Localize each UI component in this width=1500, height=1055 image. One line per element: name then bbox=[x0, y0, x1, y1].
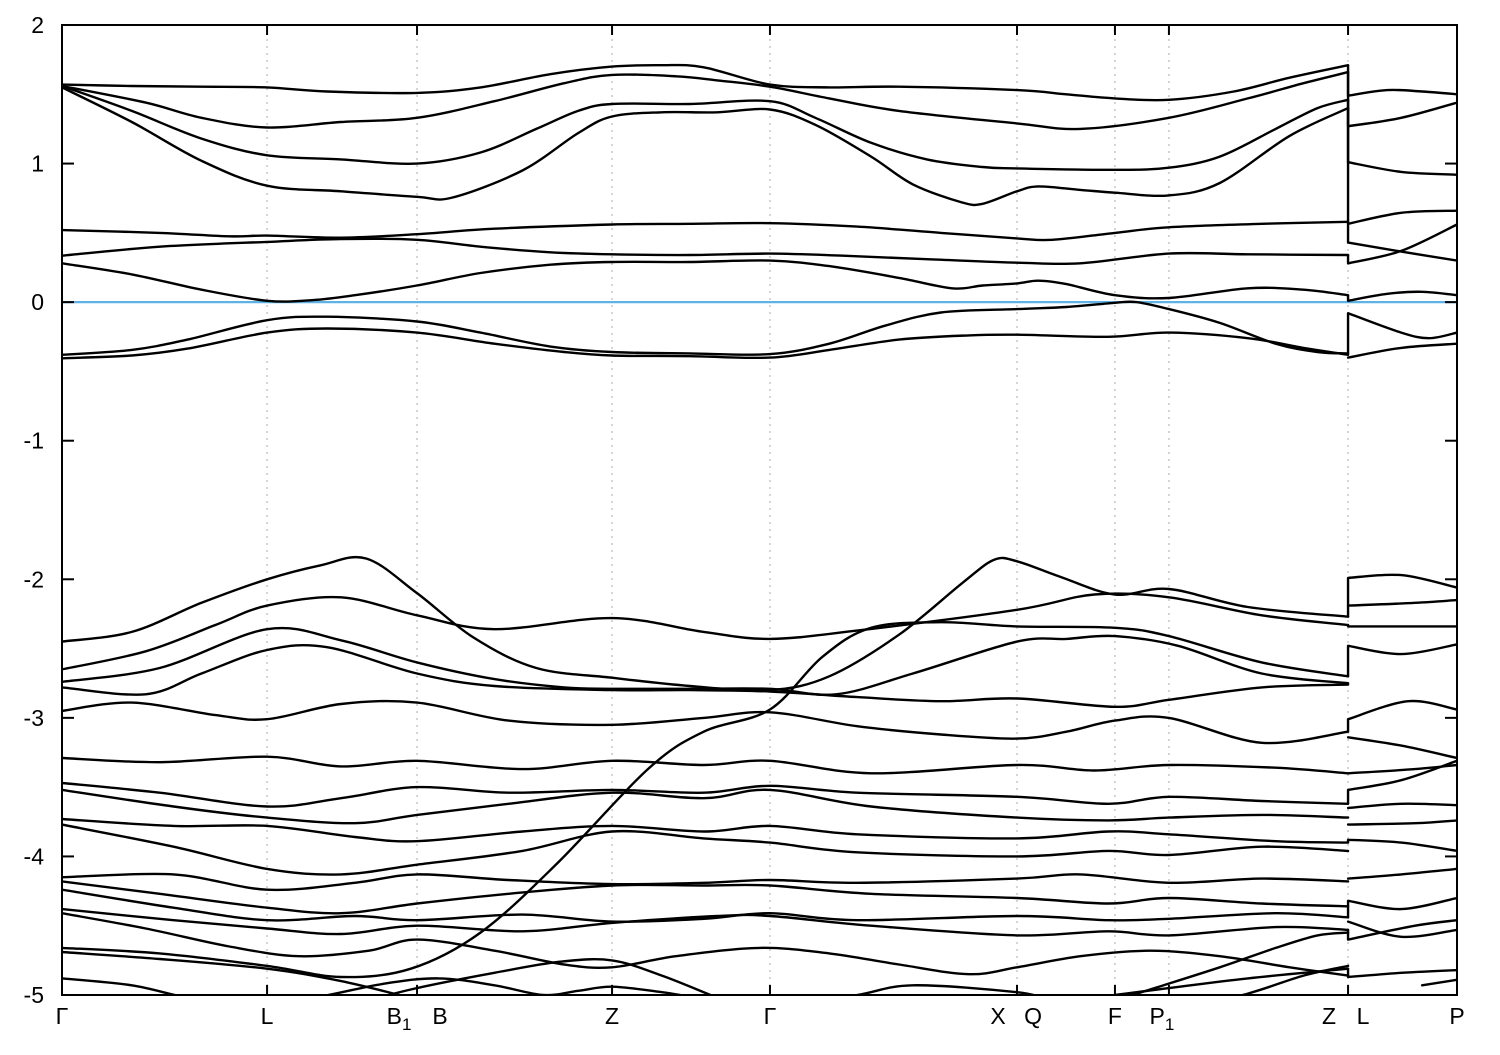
kpoint-label: Γ bbox=[764, 1003, 777, 1029]
band-curve bbox=[62, 63, 1350, 102]
y-axis-tick-label: -5 bbox=[24, 982, 44, 1008]
band-curve bbox=[62, 817, 1350, 844]
band-curve bbox=[62, 84, 1350, 172]
band-curve bbox=[1346, 763, 1457, 775]
band-curve bbox=[62, 592, 1350, 671]
kpoint-label: Q bbox=[1024, 1003, 1042, 1029]
band-curve bbox=[1346, 802, 1457, 810]
band-curve bbox=[1346, 312, 1457, 340]
y-axis-tick-label: 2 bbox=[31, 12, 44, 38]
band-curve bbox=[62, 220, 1350, 242]
kpoint-label: F bbox=[1108, 1003, 1122, 1029]
kpoint-label: L bbox=[261, 1003, 274, 1029]
band-curves-group bbox=[62, 63, 1457, 995]
kpoint-label: Γ bbox=[56, 1003, 69, 1029]
band-curve bbox=[62, 912, 1350, 977]
band-curve bbox=[1346, 838, 1457, 853]
band-curve bbox=[1346, 920, 1457, 939]
band-curve bbox=[1128, 931, 1350, 995]
band-curve bbox=[1237, 964, 1350, 995]
kpoint-label: Z bbox=[1322, 1003, 1336, 1029]
band-curve bbox=[62, 626, 1350, 696]
band-curve bbox=[1346, 643, 1457, 656]
y-axis-tick-label: 0 bbox=[31, 289, 44, 315]
band-curve bbox=[62, 967, 1350, 995]
band-curve bbox=[1346, 896, 1457, 911]
band-curve bbox=[1346, 736, 1457, 760]
band-curve bbox=[1346, 819, 1457, 826]
band-curve bbox=[1346, 919, 1457, 941]
band-curve bbox=[62, 327, 1350, 360]
band-curve bbox=[1346, 342, 1457, 359]
band-curve bbox=[383, 958, 714, 995]
band-curve bbox=[62, 788, 1350, 825]
plot-frame bbox=[61, 24, 1458, 996]
band-curve bbox=[1346, 209, 1457, 225]
band-curve bbox=[1346, 867, 1457, 880]
kpoint-label: L bbox=[1357, 1003, 1370, 1029]
band-curve bbox=[62, 950, 405, 995]
y-axis-tick-label: -2 bbox=[24, 566, 44, 592]
band-curve bbox=[1346, 101, 1457, 128]
band-curve bbox=[1420, 978, 1457, 987]
band-curve bbox=[62, 888, 1350, 923]
band-curve bbox=[62, 86, 1350, 207]
band-curve bbox=[1346, 88, 1457, 97]
band-curve bbox=[62, 907, 1350, 937]
band-curve bbox=[1346, 699, 1457, 721]
band-curve bbox=[62, 781, 1350, 808]
kpoint-label: B1 bbox=[387, 1003, 412, 1034]
band-curve bbox=[62, 872, 1350, 892]
band-curve bbox=[1346, 573, 1457, 589]
band-curve bbox=[62, 620, 1350, 979]
band-curve bbox=[62, 237, 1350, 266]
band-curve bbox=[62, 70, 1350, 131]
band-curve bbox=[1346, 290, 1457, 302]
y-axis-tick-label: -1 bbox=[24, 428, 44, 454]
kpoint-label: X bbox=[990, 1003, 1005, 1029]
band-curve bbox=[62, 300, 1350, 356]
band-curve bbox=[62, 823, 1350, 876]
band-curve bbox=[62, 259, 1350, 303]
y-axis-tick-label: -4 bbox=[24, 843, 45, 869]
band-curve bbox=[62, 880, 1350, 915]
band-curve bbox=[62, 555, 1350, 692]
band-curve bbox=[62, 699, 1350, 745]
band-curve bbox=[1346, 968, 1457, 979]
kpoint-label: P1 bbox=[1150, 1003, 1175, 1034]
kpoint-label: B bbox=[432, 1003, 447, 1029]
y-axis-tick-label: 1 bbox=[31, 151, 44, 177]
band-curve bbox=[1346, 223, 1457, 265]
band-curve bbox=[62, 755, 1350, 775]
band-curve bbox=[1346, 759, 1457, 792]
y-axis-tick-label: -3 bbox=[24, 705, 44, 731]
band-curve bbox=[1346, 161, 1457, 176]
band-curve bbox=[62, 644, 1350, 709]
kpoint-label: P bbox=[1449, 1003, 1464, 1029]
band-curve bbox=[1346, 598, 1457, 607]
kpoint-label: Z bbox=[605, 1003, 619, 1029]
